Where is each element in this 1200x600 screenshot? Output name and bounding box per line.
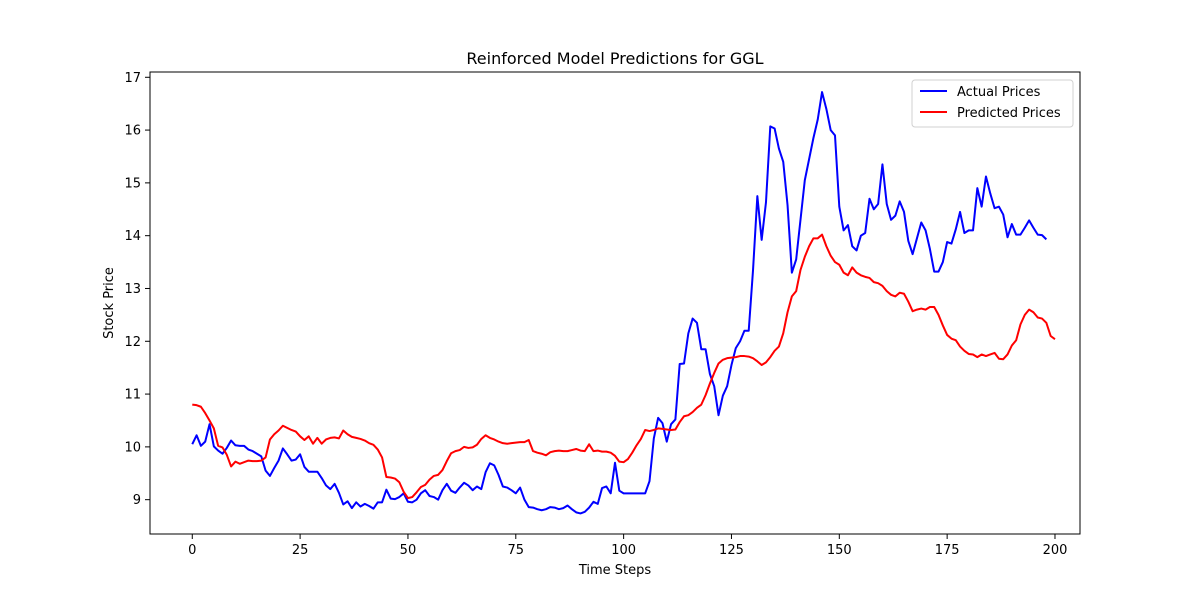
y-axis: 9 10 11 12 13 14 15 16 17	[124, 71, 150, 508]
plot-lines	[191, 91, 1056, 515]
series-line-actual	[191, 91, 1048, 515]
y-tick-label: 12	[124, 335, 141, 350]
x-tick-label: 50	[400, 543, 417, 558]
x-axis: 0 25 50 75 100 125 150 175 200	[188, 534, 1067, 558]
plot-frame	[149, 71, 1081, 535]
y-tick-label: 9	[133, 493, 141, 508]
y-tick-label: 15	[124, 176, 141, 191]
legend-box	[911, 79, 1074, 128]
x-axis-title: Time Steps	[578, 563, 652, 578]
y-tick-label: 10	[124, 440, 141, 455]
y-tick-label: 16	[124, 124, 141, 139]
chart-title: Reinforced Model Predictions for GGL	[466, 49, 763, 68]
y-axis-title: Stock Price	[102, 267, 117, 339]
x-tick-label: 75	[508, 543, 525, 558]
y-tick-label: 11	[124, 388, 141, 403]
y-tick-label: 17	[124, 71, 141, 86]
legend: Actual Prices Predicted Prices	[911, 79, 1074, 128]
x-tick-label: 150	[827, 543, 852, 558]
x-tick-label: 200	[1043, 543, 1068, 558]
legend-label-actual: Actual Prices	[957, 85, 1041, 100]
series-line-predicted	[192, 233, 1056, 500]
x-tick-label: 175	[935, 543, 960, 558]
x-tick-label: 0	[188, 543, 196, 558]
x-tick-label: 25	[292, 543, 309, 558]
y-tick-label: 13	[124, 282, 141, 297]
legend-label-predicted: Predicted Prices	[957, 106, 1061, 121]
y-tick-label: 14	[124, 229, 141, 244]
x-tick-label: 125	[719, 543, 744, 558]
x-tick-label: 100	[611, 543, 636, 558]
